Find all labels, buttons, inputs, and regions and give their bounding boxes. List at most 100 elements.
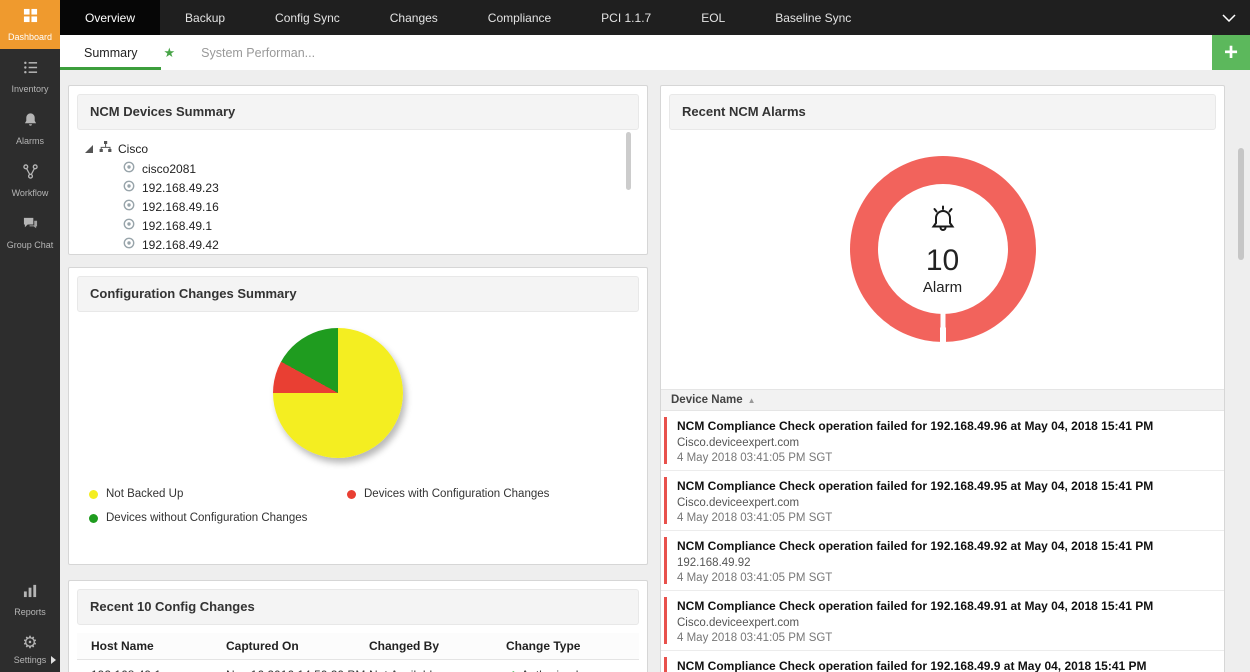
column-header[interactable]: Captured On <box>226 639 299 653</box>
device-name: 192.168.49.23 <box>142 180 219 195</box>
device-icon <box>123 180 135 195</box>
change-type-cell: ✓ Authorized <box>506 668 639 672</box>
tree-node-device[interactable]: 192.168.49.1 <box>69 216 647 235</box>
tab-baseline-sync[interactable]: Baseline Sync <box>775 10 852 25</box>
sidebar-expand-arrow-icon[interactable] <box>51 656 56 664</box>
alarm-device: 192.168.49.92 <box>677 557 751 569</box>
alarm-row[interactable]: NCM Compliance Check operation failed fo… <box>661 591 1224 651</box>
scrollbar-thumb[interactable] <box>1238 148 1244 260</box>
config-pie-chart[interactable] <box>273 328 403 458</box>
tab-pci-117[interactable]: PCI 1.1.7 <box>601 10 652 25</box>
alarm-device: Cisco.deviceexpert.com <box>677 437 800 449</box>
tree-node-device[interactable]: 192.168.49.16 <box>69 197 647 216</box>
device-name: cisco2081 <box>142 161 197 176</box>
column-header[interactable]: Host Name <box>91 639 154 653</box>
device-name: 192.168.49.1 <box>142 218 213 233</box>
config-table-row[interactable]: 192.168.49.1 Nov 16 2016 14:50:20 PM Not… <box>77 660 639 672</box>
tree-node-device[interactable]: 192.168.49.23 <box>69 178 647 197</box>
tab-compliance[interactable]: Compliance <box>487 10 552 25</box>
top-nav: Overview Backup Config Sync Changes Comp… <box>60 0 1250 35</box>
sidebar-item-workflow[interactable]: Workflow <box>0 156 60 205</box>
chat-bubble-icon <box>23 216 38 236</box>
host-name-cell: 192.168.49.1 <box>91 668 226 672</box>
change-type-label: Authorized <box>521 668 578 672</box>
device-tree: Cisco cisco2081 192.168.49.23 192.168.49… <box>69 138 647 254</box>
legend-item-not-backed-up[interactable]: Not Backed Up <box>89 488 183 500</box>
sidebar-item-label: Alarms <box>15 136 44 146</box>
alarm-row[interactable]: NCM Compliance Check operation failed fo… <box>661 471 1224 531</box>
alarm-device: Cisco.deviceexpert.com <box>677 617 800 629</box>
tab-changes[interactable]: Changes <box>389 10 438 25</box>
sidebar-bottom-group: Reports ⚙ Settings <box>0 575 60 672</box>
alarm-severity-bar <box>664 597 667 644</box>
sidebar-item-label: Reports <box>14 607 46 617</box>
device-name: 192.168.49.42 <box>142 237 219 252</box>
favorite-star-icon[interactable]: ★ <box>163 44 176 60</box>
sidebar-item-label: Group Chat <box>6 240 54 250</box>
tree-node-device[interactable]: 192.168.49.42 <box>69 235 647 254</box>
alarm-time: 4 May 2018 03:41:05 PM SGT <box>677 452 833 464</box>
tab-system-performance[interactable]: System Performan... <box>201 45 316 60</box>
device-icon <box>123 199 135 214</box>
alarm-count-label: Alarm <box>922 279 963 296</box>
sidebar-item-label: Workflow <box>11 188 49 198</box>
sidebar-item-reports[interactable]: Reports <box>0 575 60 624</box>
legend-dot <box>347 489 356 499</box>
device-name: 192.168.49.16 <box>142 199 219 214</box>
tree-expander-icon[interactable] <box>85 144 93 153</box>
tree-root-label: Cisco <box>118 141 149 156</box>
tree-node-cisco[interactable]: Cisco <box>69 138 647 159</box>
tab-backup[interactable]: Backup <box>185 10 226 25</box>
device-icon <box>123 218 135 233</box>
tree-node-device[interactable]: cisco2081 <box>69 159 647 178</box>
legend-dot <box>89 513 98 523</box>
legend-dot <box>89 489 98 499</box>
authorized-check-icon: ✓ <box>506 668 516 672</box>
column-header[interactable]: Changed By <box>369 639 440 653</box>
tab-overview[interactable]: Overview <box>60 0 161 35</box>
gear-icon: ⚙ <box>22 633 38 652</box>
tab-eol[interactable]: EOL <box>701 10 726 25</box>
alarm-count: 10 <box>925 244 960 277</box>
sidebar-item-label: Dashboard <box>7 32 53 42</box>
config-table-header-row: Host Name Captured On Changed By Change … <box>77 633 639 660</box>
alarm-row[interactable]: NCM Compliance Check operation failed fo… <box>661 411 1224 471</box>
sidebar-item-group-chat[interactable]: Group Chat <box>0 208 60 257</box>
alarm-donut-chart[interactable]: 10 Alarm <box>849 156 1036 342</box>
alarm-donut-center: 10 Alarm <box>877 184 1008 314</box>
alarm-title: NCM Compliance Check operation failed fo… <box>677 539 1154 553</box>
legend-label: Devices with Configuration Changes <box>364 488 550 500</box>
card-title: Recent 10 Config Changes <box>77 589 639 625</box>
legend-label: Devices without Configuration Changes <box>106 512 308 524</box>
inventory-icon <box>23 60 38 80</box>
device-name-column-label: Device Name <box>671 394 743 406</box>
alarm-title: NCM Compliance Check operation failed fo… <box>677 479 1154 493</box>
legend-item-without-changes[interactable]: Devices without Configuration Changes <box>89 512 307 524</box>
config-changes-summary-card: Configuration Changes Summary Not Backed… <box>68 267 648 565</box>
alarm-time: 4 May 2018 03:41:05 PM SGT <box>677 512 833 524</box>
sidebar-item-dashboard[interactable]: Dashboard <box>0 0 60 49</box>
alarm-table-sort-header[interactable]: Device Name ▲ <box>661 389 1224 411</box>
add-dashboard-button[interactable]: + <box>1212 35 1250 70</box>
chevron-down-icon[interactable] <box>1208 0 1250 35</box>
alarm-row[interactable]: NCM Compliance Check operation failed fo… <box>661 531 1224 591</box>
sidebar-item-label: Inventory <box>11 84 49 94</box>
card-title: Configuration Changes Summary <box>77 276 639 312</box>
alarm-bell-icon <box>925 202 961 243</box>
org-hierarchy-icon <box>99 141 112 156</box>
sidebar-item-label: Settings <box>13 655 47 665</box>
card-title: NCM Devices Summary <box>77 94 639 130</box>
sidebar-item-inventory[interactable]: Inventory <box>0 52 60 101</box>
workflow-icon <box>22 164 38 184</box>
scrollbar-thumb[interactable] <box>626 132 631 190</box>
alarm-row[interactable]: NCM Compliance Check operation failed fo… <box>661 651 1224 672</box>
sidebar-item-alarms[interactable]: Alarms <box>0 104 60 153</box>
column-header[interactable]: Change Type <box>506 639 581 653</box>
tab-summary[interactable]: Summary <box>60 35 162 70</box>
recent-ncm-alarms-card: Recent NCM Alarms 10 Alarm Device N <box>660 85 1225 672</box>
tab-config-sync[interactable]: Config Sync <box>275 10 340 25</box>
ncm-devices-summary-card: NCM Devices Summary Cisco cisco2081 192.… <box>68 85 648 255</box>
legend-item-with-changes[interactable]: Devices with Configuration Changes <box>347 488 549 500</box>
alarm-title: NCM Compliance Check operation failed fo… <box>677 419 1154 433</box>
sidebar-item-settings[interactable]: ⚙ Settings <box>0 627 60 672</box>
